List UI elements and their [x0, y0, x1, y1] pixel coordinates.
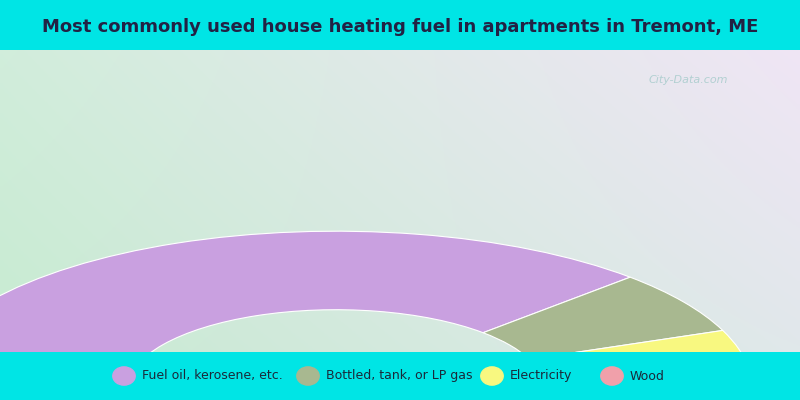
Text: Most commonly used house heating fuel in apartments in Tremont, ME: Most commonly used house heating fuel in… [42, 18, 758, 36]
Text: Fuel oil, kerosene, etc.: Fuel oil, kerosene, etc. [142, 370, 282, 382]
Text: Bottled, tank, or LP gas: Bottled, tank, or LP gas [326, 370, 472, 382]
Wedge shape [542, 368, 752, 388]
Ellipse shape [113, 367, 135, 385]
Text: Electricity: Electricity [510, 370, 572, 382]
Ellipse shape [481, 367, 503, 385]
Ellipse shape [297, 367, 319, 385]
Wedge shape [0, 231, 630, 388]
Wedge shape [530, 330, 749, 378]
Text: City-Data.com: City-Data.com [648, 75, 728, 85]
Text: Wood: Wood [630, 370, 665, 382]
Wedge shape [483, 277, 722, 359]
Ellipse shape [601, 367, 623, 385]
